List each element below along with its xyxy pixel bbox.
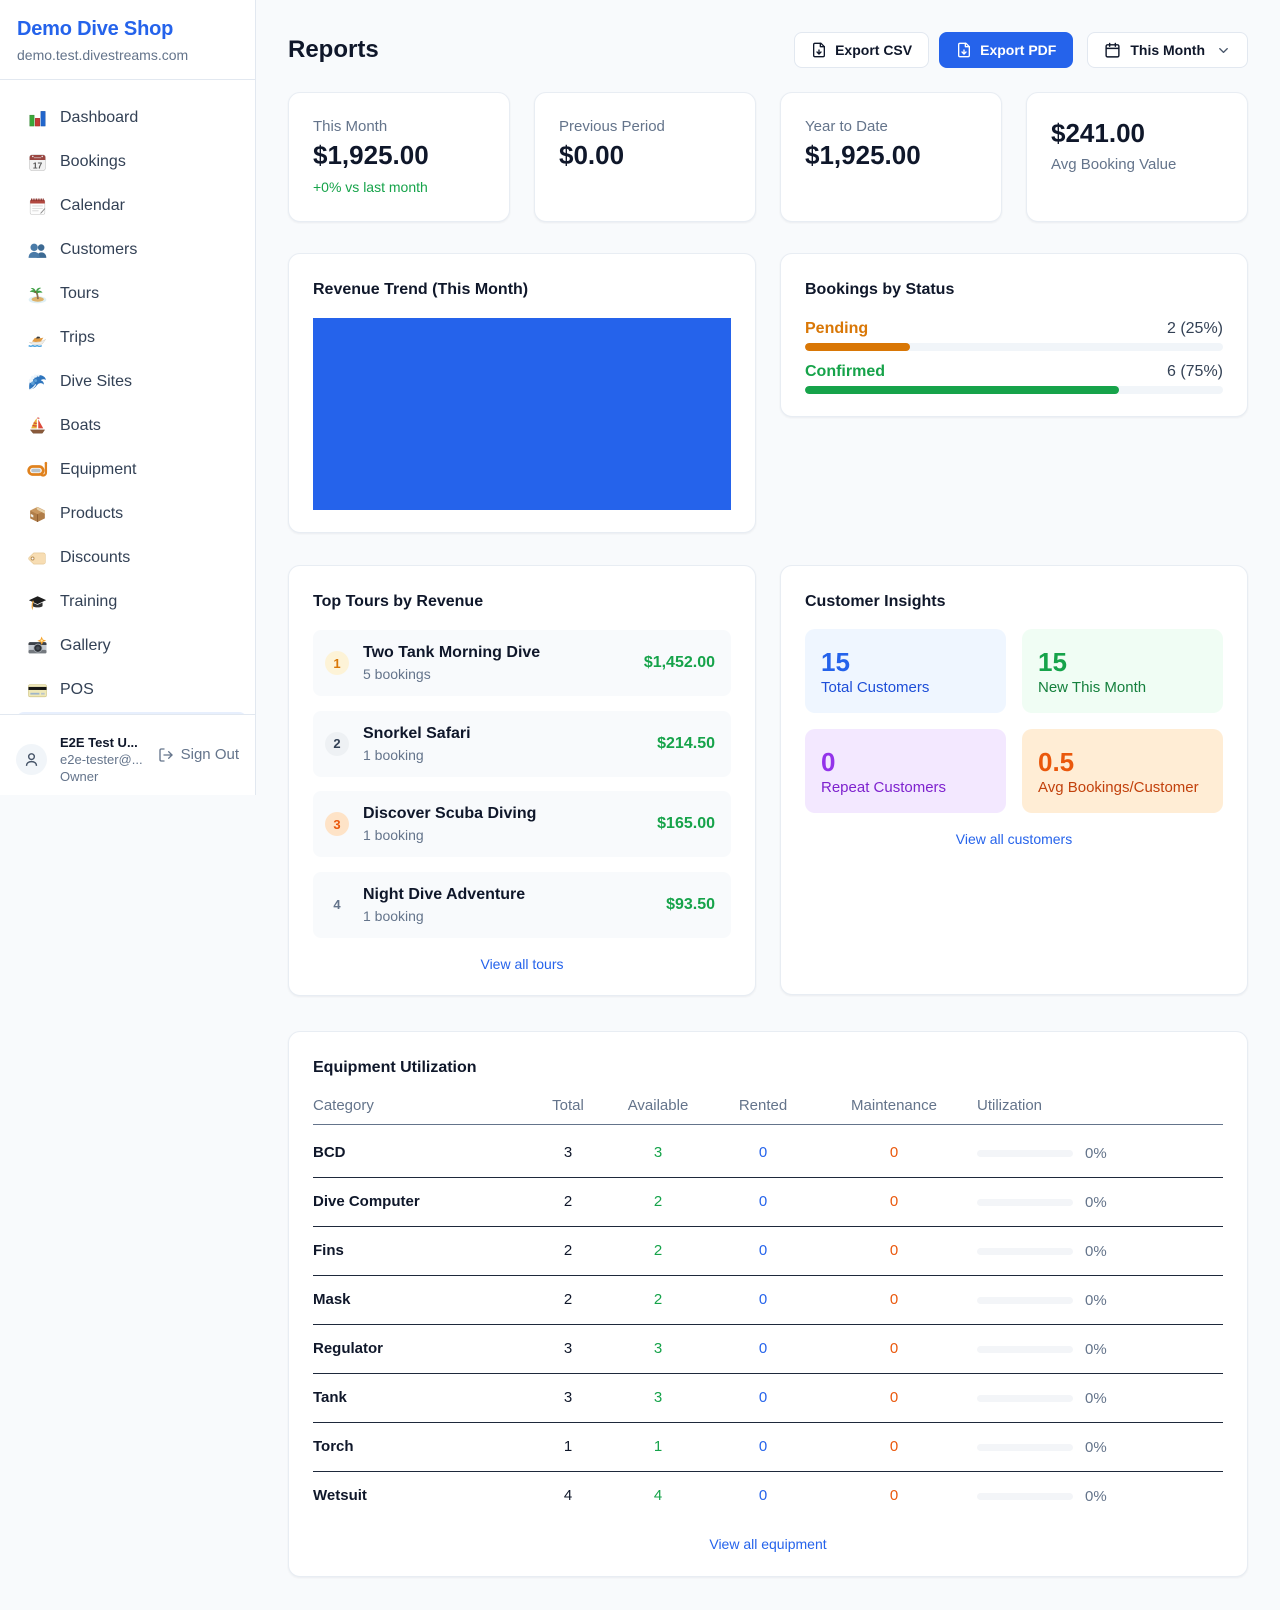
svg-text:17: 17 — [33, 160, 43, 170]
